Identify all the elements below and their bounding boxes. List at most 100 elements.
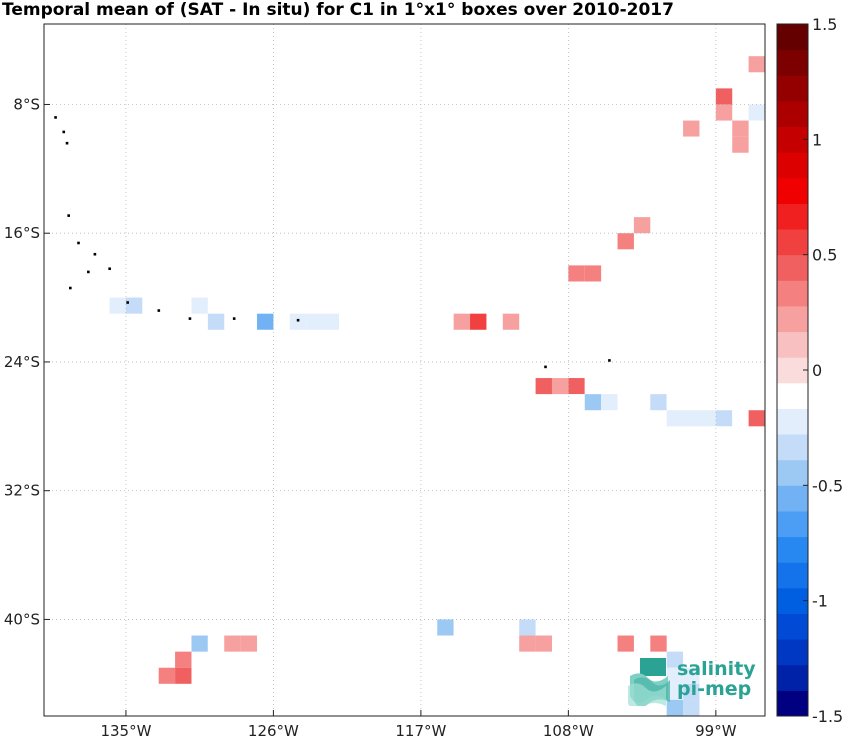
y-axis: 8°S 16°S 24°S 32°S 40°S	[4, 95, 50, 628]
island-marker	[544, 365, 547, 369]
x-tick-label: 126°W	[248, 722, 299, 740]
heatmap-cell	[207, 635, 225, 652]
heatmap-cell	[584, 265, 602, 282]
colorbar-segment	[777, 536, 808, 563]
heatmap-cell	[584, 394, 602, 411]
heatmap-cell	[207, 297, 225, 314]
colorbar-segment	[777, 126, 808, 153]
heatmap-cell	[650, 184, 667, 202]
island-marker	[65, 141, 69, 145]
heatmap-cell	[617, 233, 634, 250]
heatmap-cell	[715, 104, 733, 121]
heatmap-cell	[175, 667, 192, 684]
colorbar-tick-label: -1	[812, 592, 828, 611]
heatmap-cell	[666, 201, 684, 218]
heatmap-cell	[715, 426, 733, 443]
colorbar-segment	[777, 100, 808, 128]
heatmap-cell	[732, 136, 749, 153]
colorbar-segment	[777, 229, 808, 256]
heatmap-cell	[715, 410, 733, 427]
y-tick-label: 16°S	[4, 224, 40, 242]
colorbar-segment	[777, 49, 808, 76]
colorbar-segment	[777, 24, 808, 51]
heatmap-cell	[125, 297, 143, 314]
colorbar-tick-label: 1.5	[812, 15, 837, 34]
heatmap-cell	[683, 683, 700, 700]
heatmap-cell	[551, 378, 569, 395]
heatmap-cell	[453, 619, 471, 636]
heatmap-cell	[650, 635, 667, 652]
heatmap-cell	[683, 667, 700, 684]
heatmap-cell	[93, 265, 110, 282]
heatmap-cell	[666, 184, 684, 202]
heatmap-cell	[683, 136, 700, 153]
colorbar-segment	[777, 357, 808, 384]
heatmap-cell	[650, 201, 667, 218]
colorbar-segment	[777, 690, 808, 717]
colorbar-segment	[777, 613, 808, 640]
heatmap-cell	[306, 313, 323, 330]
island-marker	[157, 309, 161, 312]
y-tick-label: 40°S	[4, 610, 40, 628]
heatmap-cell	[109, 297, 126, 314]
heatmap-cell	[502, 313, 520, 330]
heatmap-cell	[568, 378, 585, 395]
heatmap-cell	[404, 329, 421, 346]
colorbar-tick-label: 1	[812, 130, 822, 149]
heatmap-cell	[568, 651, 585, 668]
heatmap-cell	[109, 265, 126, 282]
heatmap-cell	[535, 378, 552, 395]
colorbar-tick-label: 0	[812, 361, 822, 380]
island-marker	[188, 317, 192, 320]
island-marker	[77, 241, 80, 245]
colorbar-tick-label: 0.5	[812, 246, 837, 265]
heatmap-cell	[732, 72, 749, 89]
island-marker	[67, 214, 70, 217]
colorbar-segment	[777, 639, 808, 666]
heatmap-cell	[519, 619, 536, 636]
heatmap-cell	[175, 651, 192, 668]
heatmap-cell	[715, 88, 733, 105]
colorbar-segment	[777, 331, 808, 358]
x-tick-label: 117°W	[395, 722, 446, 740]
colorbar-segment	[777, 408, 808, 435]
heatmap-cell	[666, 683, 684, 700]
x-axis: 135°W 126°W 117°W 108°W 99°W	[100, 710, 737, 740]
colorbar-segment	[777, 75, 808, 102]
heatmap-cell	[420, 329, 438, 346]
heatmap-cell	[535, 635, 552, 652]
heatmap-cell	[617, 635, 634, 652]
heatmap-cell	[519, 635, 536, 652]
heatmap-cell	[699, 410, 716, 427]
colorbar-segment	[777, 254, 808, 281]
heatmap-cell	[666, 651, 684, 668]
colorbar-segment	[777, 280, 808, 307]
heatmap-cell	[748, 410, 765, 427]
island-marker	[69, 286, 72, 290]
island-marker	[126, 301, 129, 304]
heatmap-cell	[568, 394, 585, 411]
heatmap-cell	[748, 56, 765, 73]
plot-area	[43, 23, 766, 717]
island-marker	[108, 267, 111, 271]
heatmap-cell	[732, 410, 749, 427]
island-marker	[608, 359, 611, 362]
heatmap-cell	[568, 265, 585, 282]
y-tick-label: 32°S	[4, 482, 40, 500]
heatmap-cell	[683, 120, 700, 137]
heatmap-cell	[453, 313, 471, 330]
colorbar-segment	[777, 152, 808, 179]
colorbar-segment	[777, 434, 808, 461]
colorbar-tick-label: -0.5	[812, 476, 843, 495]
colorbar-tick-label: -1.5	[812, 707, 843, 726]
heatmap-cell	[732, 120, 749, 137]
island-marker	[296, 318, 300, 322]
heatmap-cell	[207, 313, 225, 330]
logo-waves-icon	[628, 658, 670, 709]
colorbar-segment	[777, 203, 808, 230]
heatmap-cell	[748, 104, 765, 121]
heatmap-cell	[470, 313, 487, 330]
colorbar-segment	[777, 305, 808, 333]
heatmap-cell	[683, 699, 700, 716]
heatmap-cell	[666, 410, 684, 427]
